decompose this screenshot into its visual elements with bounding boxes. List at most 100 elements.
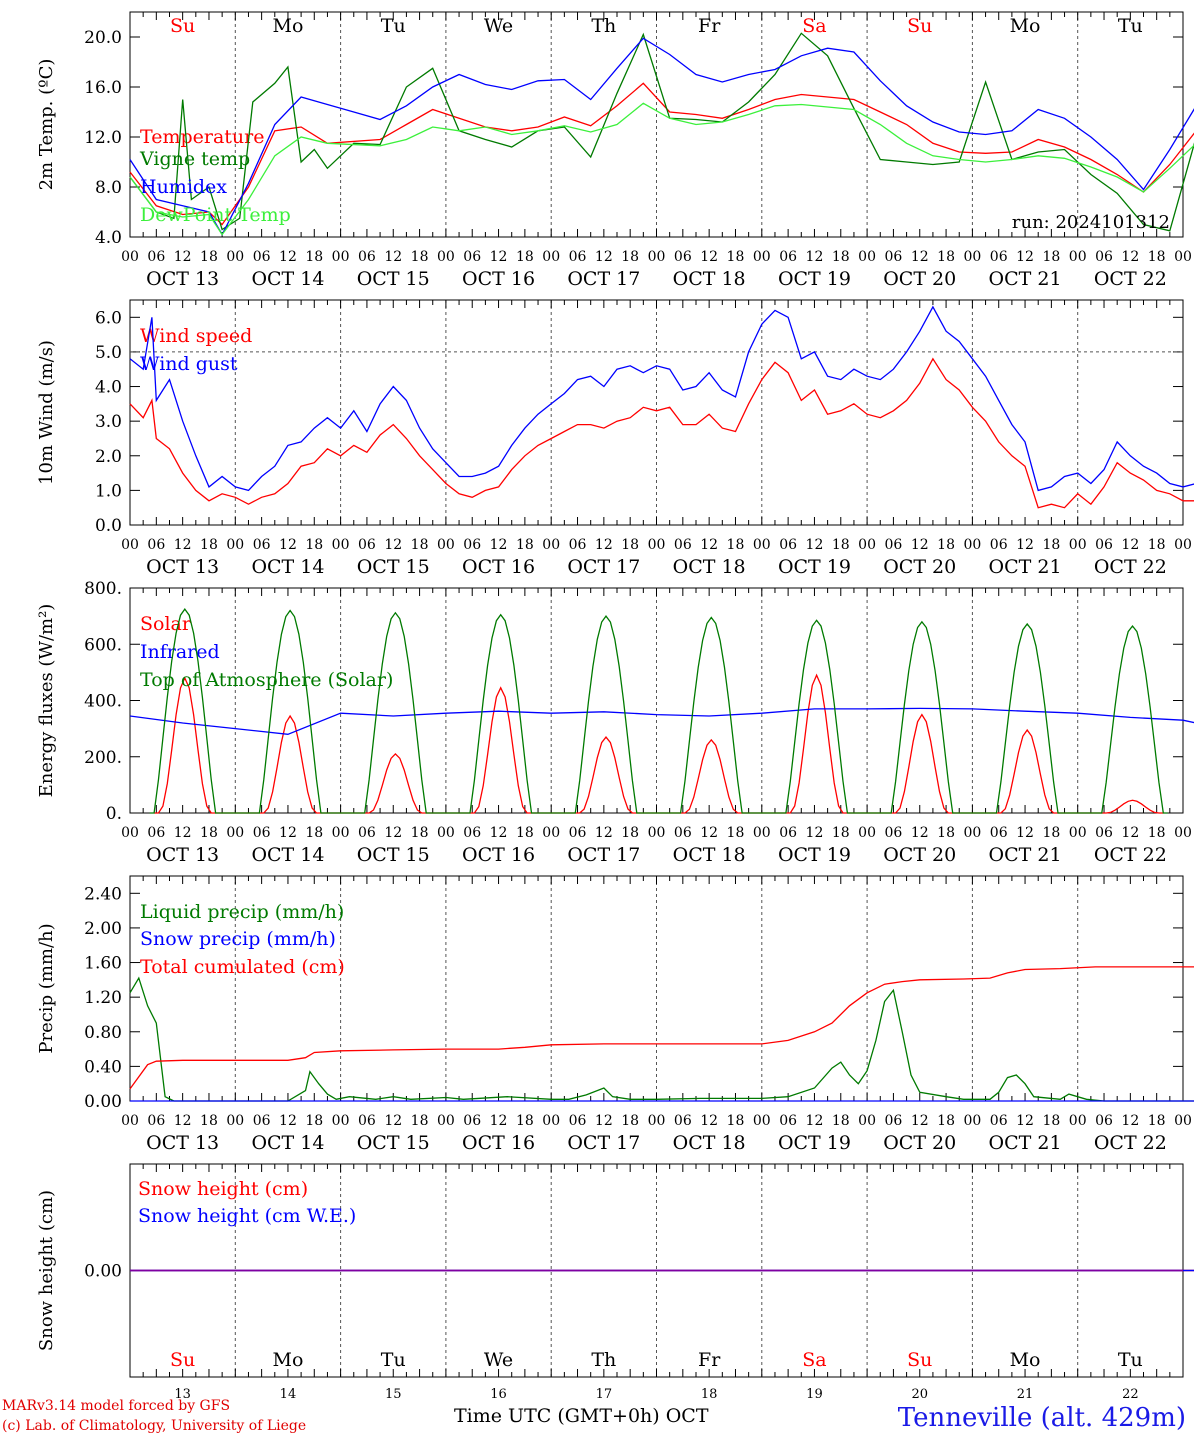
hour-tick-label: 18: [516, 537, 534, 553]
legend-entry: Liquid precip (mm/h): [140, 901, 344, 923]
hour-tick-label: 00: [542, 825, 560, 841]
y-tick-label: 12.0: [84, 128, 122, 148]
legend-entry: Humidex: [140, 176, 227, 198]
legend-entry: Snow height (cm): [138, 1178, 308, 1200]
hour-tick-label: 06: [463, 249, 481, 265]
date-label: OCT 21: [989, 556, 1062, 578]
weekday-label: Fr: [698, 15, 721, 37]
hour-tick-label: 06: [358, 825, 376, 841]
hour-tick-label: 06: [358, 249, 376, 265]
hour-tick-label: 06: [674, 537, 692, 553]
hour-tick-label: 00: [332, 537, 350, 553]
hour-tick-label: 12: [279, 825, 297, 841]
hour-tick-label: 00: [226, 537, 244, 553]
hour-tick-label: 18: [1042, 1113, 1060, 1129]
hour-tick-label: 12: [911, 537, 929, 553]
series-line-dewpoint-temp: [129, 102, 1194, 236]
hour-tick-label: 18: [937, 825, 955, 841]
day-number-label: 20: [911, 1387, 928, 1402]
date-label: OCT 19: [778, 556, 851, 578]
weekday-label: Tu: [1118, 1349, 1143, 1371]
weekday-label: Mo: [1010, 15, 1041, 37]
hour-tick-label: 00: [226, 1113, 244, 1129]
day-number-label: 21: [1017, 1387, 1034, 1402]
hour-tick-label: 12: [700, 825, 718, 841]
legend-entry: Temperature: [140, 126, 264, 148]
date-label: OCT 17: [567, 1132, 640, 1154]
hour-tick-label: 00: [753, 249, 771, 265]
hour-tick-label: 00: [121, 249, 139, 265]
hour-tick-label: 12: [174, 537, 192, 553]
hour-tick-label: 18: [305, 1113, 323, 1129]
hour-tick-label: 06: [779, 249, 797, 265]
weekday-label: Mo: [272, 15, 303, 37]
day-number-label: 22: [1122, 1387, 1139, 1402]
hour-tick-label: 00: [1174, 1113, 1192, 1129]
hour-tick-label: 12: [174, 1113, 192, 1129]
hour-tick-label: 06: [885, 537, 903, 553]
hour-tick-label: 12: [1016, 537, 1034, 553]
hour-tick-label: 12: [806, 825, 824, 841]
hour-tick-label: 18: [200, 825, 218, 841]
hour-tick-label: 06: [253, 249, 271, 265]
legend-entry: Wind gust: [140, 353, 238, 375]
date-label: OCT 21: [989, 268, 1062, 290]
location-label: Tenneville (alt. 429m): [897, 1403, 1186, 1433]
hour-tick-label: 12: [490, 249, 508, 265]
y-tick-label: 3.0: [95, 412, 122, 432]
hour-tick-label: 12: [174, 249, 192, 265]
date-label: OCT 22: [1094, 844, 1167, 866]
weekday-label: Sa: [802, 1349, 826, 1371]
hour-tick-label: 12: [1016, 1113, 1034, 1129]
y-tick-label: 0.40: [84, 1057, 122, 1077]
date-label: OCT 13: [146, 844, 219, 866]
hour-tick-label: 18: [832, 537, 850, 553]
series-line-total-cumulated-cm-: [129, 966, 1194, 1090]
hour-tick-label: 18: [832, 249, 850, 265]
hour-tick-label: 06: [358, 537, 376, 553]
date-label: OCT 18: [673, 268, 746, 290]
y-tick-label: 1.20: [84, 988, 122, 1008]
hour-tick-label: 18: [1042, 249, 1060, 265]
date-label: OCT 16: [462, 1132, 535, 1154]
y-tick-label: 0.00: [84, 1092, 122, 1112]
day-number-label: 19: [806, 1387, 823, 1402]
series-line-humidex: [129, 37, 1194, 236]
hour-tick-label: 00: [753, 537, 771, 553]
hour-tick-label: 12: [384, 825, 402, 841]
hour-tick-label: 12: [700, 537, 718, 553]
date-label: OCT 16: [462, 844, 535, 866]
hour-tick-label: 12: [911, 1113, 929, 1129]
hour-tick-label: 18: [1148, 1113, 1166, 1129]
hour-tick-label: 00: [858, 825, 876, 841]
hour-tick-label: 00: [542, 1113, 560, 1129]
plot-frame: [129, 587, 1184, 814]
hour-tick-label: 00: [1174, 825, 1192, 841]
date-label: OCT 13: [146, 1132, 219, 1154]
hour-tick-label: 18: [1042, 825, 1060, 841]
legend-entry: Total cumulated (cm): [140, 956, 345, 978]
hour-tick-label: 12: [384, 249, 402, 265]
y-tick-label: 0.00: [84, 1262, 122, 1282]
hour-tick-label: 00: [648, 1113, 666, 1129]
weekday-label: Su: [907, 15, 932, 37]
date-label: OCT 17: [567, 556, 640, 578]
hour-tick-label: 18: [411, 537, 429, 553]
snow-panel: 0.00 Snow height (cm) Snow height (cm) Snow…: [36, 1163, 1194, 1402]
day-number-label: 15: [385, 1387, 402, 1402]
hour-tick-label: 00: [648, 537, 666, 553]
date-label: OCT 20: [883, 268, 956, 290]
hour-tick-label: 06: [463, 1113, 481, 1129]
date-label: OCT 16: [462, 268, 535, 290]
hour-tick-label: 18: [1148, 249, 1166, 265]
y-tick-label: 8.0: [95, 178, 122, 198]
y-tick-label: 2.0: [95, 447, 122, 467]
date-label: OCT 17: [567, 844, 640, 866]
hour-tick-label: 12: [595, 249, 613, 265]
hour-tick-label: 00: [858, 537, 876, 553]
hour-tick-label: 00: [437, 249, 455, 265]
hour-tick-label: 00: [1174, 537, 1192, 553]
hour-tick-label: 00: [332, 249, 350, 265]
day-number-label: 17: [596, 1387, 613, 1402]
